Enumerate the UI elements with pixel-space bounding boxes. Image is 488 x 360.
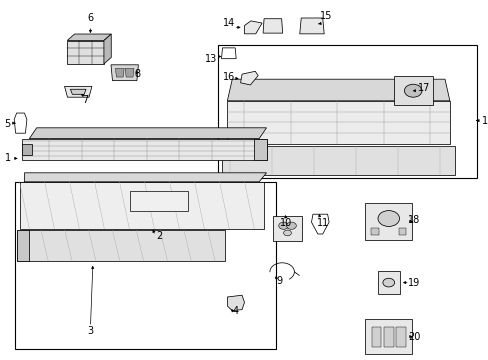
Polygon shape bbox=[254, 139, 266, 160]
Text: 16: 16 bbox=[222, 72, 234, 82]
Text: 14: 14 bbox=[222, 18, 234, 28]
Text: 13: 13 bbox=[205, 54, 217, 64]
Text: 12: 12 bbox=[481, 116, 488, 126]
Polygon shape bbox=[22, 144, 32, 155]
Polygon shape bbox=[29, 128, 266, 139]
Bar bbox=[398, 228, 406, 235]
Text: 9: 9 bbox=[276, 276, 282, 286]
Polygon shape bbox=[377, 271, 399, 294]
Polygon shape bbox=[17, 230, 29, 261]
Circle shape bbox=[283, 230, 291, 236]
Text: 6: 6 bbox=[87, 13, 93, 23]
Polygon shape bbox=[125, 68, 134, 77]
Polygon shape bbox=[299, 18, 324, 34]
Polygon shape bbox=[395, 327, 405, 347]
Polygon shape bbox=[227, 101, 449, 144]
Bar bbox=[129, 191, 188, 211]
Polygon shape bbox=[64, 86, 92, 97]
Polygon shape bbox=[22, 139, 266, 160]
Text: 18: 18 bbox=[407, 215, 420, 225]
Polygon shape bbox=[24, 173, 266, 182]
Polygon shape bbox=[103, 34, 111, 64]
Polygon shape bbox=[222, 146, 454, 175]
Polygon shape bbox=[383, 327, 393, 347]
Polygon shape bbox=[111, 65, 138, 81]
Polygon shape bbox=[272, 216, 302, 241]
Text: 5: 5 bbox=[4, 119, 11, 129]
Polygon shape bbox=[240, 71, 258, 85]
Polygon shape bbox=[67, 34, 111, 40]
Text: 8: 8 bbox=[134, 69, 141, 79]
Text: 4: 4 bbox=[232, 306, 238, 316]
Polygon shape bbox=[67, 40, 103, 64]
Text: 15: 15 bbox=[320, 11, 332, 21]
Polygon shape bbox=[263, 19, 282, 33]
Text: 3: 3 bbox=[87, 326, 93, 336]
Circle shape bbox=[278, 222, 288, 229]
Polygon shape bbox=[14, 113, 27, 133]
Circle shape bbox=[382, 278, 394, 287]
Circle shape bbox=[377, 211, 399, 226]
Text: 7: 7 bbox=[82, 95, 88, 105]
Text: 20: 20 bbox=[407, 332, 420, 342]
Polygon shape bbox=[311, 214, 328, 234]
Bar bbox=[217, 45, 476, 178]
Text: 10: 10 bbox=[279, 218, 292, 228]
Text: 17: 17 bbox=[417, 83, 429, 93]
Polygon shape bbox=[115, 68, 124, 77]
Text: 11: 11 bbox=[316, 218, 328, 228]
Polygon shape bbox=[227, 79, 449, 101]
Polygon shape bbox=[365, 319, 411, 354]
Polygon shape bbox=[393, 76, 432, 105]
Polygon shape bbox=[244, 21, 262, 34]
Bar bbox=[15, 182, 276, 349]
Text: 2: 2 bbox=[156, 231, 163, 241]
Bar bbox=[370, 228, 378, 235]
Polygon shape bbox=[227, 295, 244, 311]
Polygon shape bbox=[221, 48, 236, 59]
Text: 1: 1 bbox=[4, 153, 11, 163]
Circle shape bbox=[404, 84, 421, 97]
Polygon shape bbox=[70, 89, 86, 94]
Circle shape bbox=[286, 222, 296, 229]
Text: 19: 19 bbox=[407, 278, 420, 288]
Polygon shape bbox=[371, 327, 381, 347]
Polygon shape bbox=[17, 230, 224, 261]
Polygon shape bbox=[20, 182, 264, 229]
Polygon shape bbox=[365, 203, 411, 240]
